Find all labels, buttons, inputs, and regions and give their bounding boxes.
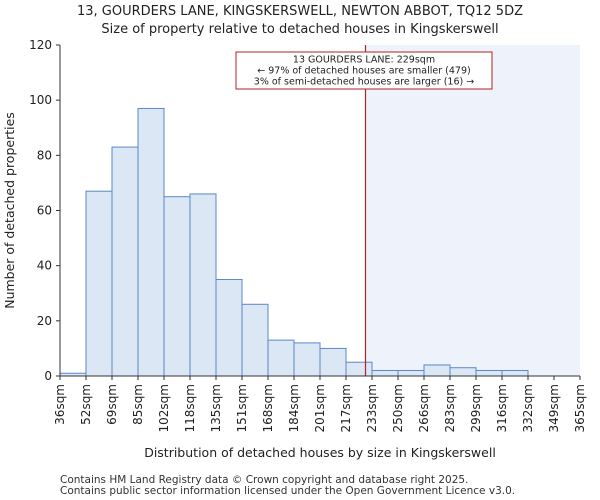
x-tick-label-36sqm: 36sqm: [53, 384, 67, 425]
x-tick-label-365sqm: 365sqm: [573, 384, 587, 432]
x-tick-label-299sqm: 299sqm: [469, 384, 483, 432]
y-tick-label-40: 40: [37, 259, 52, 273]
bar-266sqm: [423, 364, 451, 377]
x-tick-label-266sqm: 266sqm: [417, 384, 431, 432]
y-tick-label-80: 80: [37, 148, 52, 162]
y-tick-label-0: 0: [44, 369, 52, 383]
x-axis-label: Distribution of detached houses by size …: [144, 445, 496, 460]
chart-subtitle: Size of property relative to detached ho…: [101, 22, 499, 37]
x-tick-label-316sqm: 316sqm: [495, 384, 509, 432]
bar-135sqm: [215, 278, 243, 377]
bar-316sqm: [501, 369, 529, 377]
y-tick-label-20: 20: [37, 314, 52, 328]
x-tick-label-250sqm: 250sqm: [391, 384, 405, 432]
chart-title: 13, GOURDERS LANE, KINGSKERSWELL, NEWTON…: [77, 4, 523, 19]
bar-168sqm: [267, 339, 295, 377]
x-tick-label-332sqm: 332sqm: [521, 384, 535, 432]
annotation-line-2: ← 97% of detached houses are smaller (47…: [257, 66, 470, 77]
y-tick-label-120: 120: [29, 38, 52, 52]
highlight-region: [365, 45, 580, 376]
bar-118sqm: [189, 193, 217, 377]
x-tick-label-118sqm: 118sqm: [183, 384, 197, 432]
y-tick-label-100: 100: [29, 93, 52, 107]
y-tick-label-60: 60: [37, 204, 52, 218]
bar-69sqm: [111, 146, 139, 377]
footer-line-2: Contains public sector information licen…: [60, 485, 516, 497]
x-tick-label-52sqm: 52sqm: [79, 384, 93, 425]
annotation-box: [235, 51, 493, 90]
bar-102sqm: [163, 196, 191, 377]
x-tick-label-233sqm: 233sqm: [365, 384, 379, 432]
bar-250sqm: [397, 369, 425, 377]
x-tick-label-184sqm: 184sqm: [287, 384, 301, 432]
annotation-line-3: 3% of semi-detached houses are larger (1…: [254, 77, 474, 88]
x-tick-label-283sqm: 283sqm: [443, 384, 457, 432]
x-tick-label-217sqm: 217sqm: [339, 384, 353, 432]
x-tick-label-349sqm: 349sqm: [547, 384, 561, 432]
bar-233sqm: [371, 369, 399, 377]
x-tick-label-102sqm: 102sqm: [157, 384, 171, 432]
x-tick-label-168sqm: 168sqm: [261, 384, 275, 432]
bar-151sqm: [241, 303, 269, 377]
annotation-line-1: 13 GOURDERS LANE: 229sqm: [293, 55, 435, 66]
y-axis-label: Number of detached properties: [2, 112, 17, 309]
x-tick-label-201sqm: 201sqm: [313, 384, 327, 432]
bar-184sqm: [293, 342, 321, 377]
bar-217sqm: [345, 361, 373, 377]
bar-52sqm: [85, 190, 113, 377]
x-tick-label-69sqm: 69sqm: [105, 384, 119, 425]
x-tick-label-85sqm: 85sqm: [131, 384, 145, 425]
bar-299sqm: [475, 369, 503, 377]
footer-line-1: Contains HM Land Registry data © Crown c…: [60, 474, 469, 486]
bar-201sqm: [319, 347, 347, 377]
x-tick-label-151sqm: 151sqm: [235, 384, 249, 432]
x-tick-label-135sqm: 135sqm: [209, 384, 223, 432]
bar-85sqm: [137, 107, 165, 377]
bar-283sqm: [449, 367, 477, 377]
